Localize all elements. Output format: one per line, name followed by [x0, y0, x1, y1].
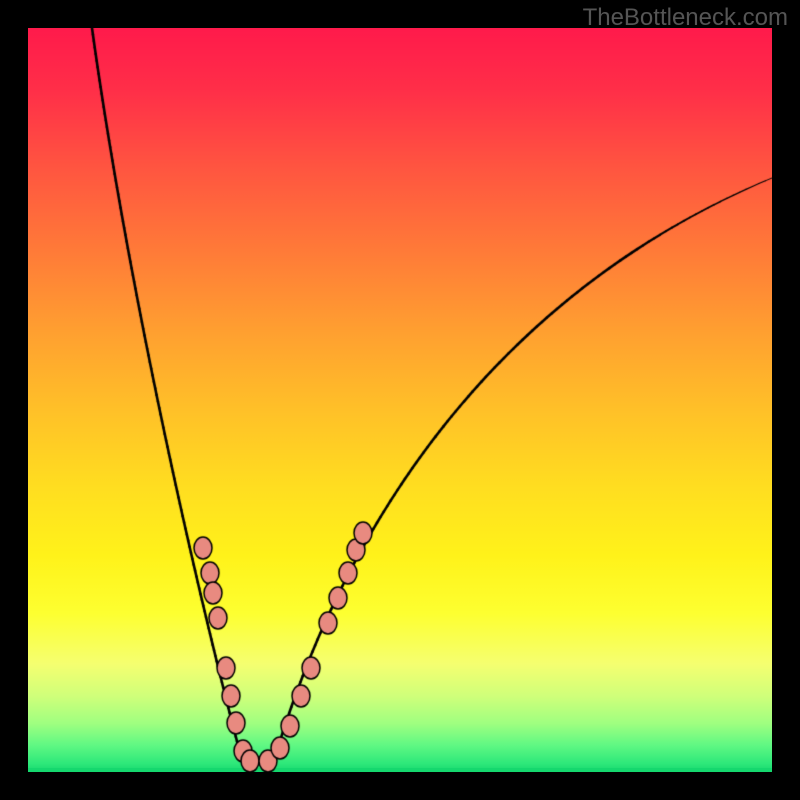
plot-area	[28, 28, 772, 772]
watermark-text: TheBottleneck.com	[583, 4, 788, 32]
curve-canvas	[28, 28, 772, 772]
chart-frame: TheBottleneck.com	[0, 0, 800, 800]
